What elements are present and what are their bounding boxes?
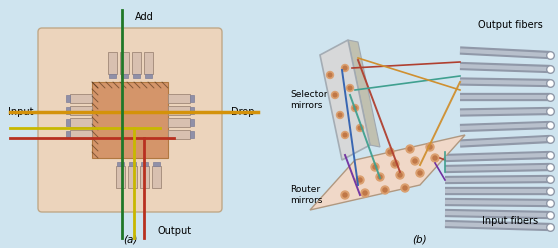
Bar	[70, 129, 92, 138]
Circle shape	[398, 173, 402, 177]
Circle shape	[386, 148, 394, 156]
Circle shape	[401, 184, 409, 192]
Circle shape	[341, 131, 349, 138]
Bar	[132, 52, 141, 74]
Bar	[141, 162, 147, 166]
Bar	[66, 94, 70, 101]
Bar	[66, 130, 70, 137]
Circle shape	[426, 143, 434, 151]
Circle shape	[363, 191, 367, 195]
Bar	[70, 105, 92, 115]
Bar	[92, 82, 168, 158]
Circle shape	[413, 159, 417, 163]
Circle shape	[431, 154, 439, 162]
Bar	[152, 166, 161, 188]
Circle shape	[411, 157, 419, 165]
Bar	[108, 52, 117, 74]
Polygon shape	[310, 135, 465, 210]
Bar	[66, 119, 70, 125]
Circle shape	[361, 189, 369, 197]
Bar	[190, 94, 194, 101]
Circle shape	[408, 147, 412, 151]
Circle shape	[336, 112, 344, 119]
Bar	[168, 129, 190, 138]
Circle shape	[343, 193, 347, 197]
Circle shape	[358, 126, 362, 130]
Text: Output fibers: Output fibers	[478, 20, 542, 30]
Circle shape	[328, 73, 332, 77]
Circle shape	[356, 176, 364, 184]
Bar	[190, 106, 194, 114]
Circle shape	[376, 173, 384, 181]
Text: (b): (b)	[413, 234, 427, 244]
Circle shape	[371, 163, 379, 171]
Bar	[190, 119, 194, 125]
Circle shape	[373, 165, 377, 169]
Text: Selector
mirrors: Selector mirrors	[290, 90, 328, 110]
Text: (a): (a)	[123, 234, 137, 244]
Bar	[121, 74, 127, 78]
FancyBboxPatch shape	[38, 28, 222, 212]
Circle shape	[396, 171, 404, 179]
Text: Add: Add	[134, 12, 153, 22]
Text: Output: Output	[158, 226, 192, 236]
Bar	[116, 166, 124, 188]
Polygon shape	[320, 40, 370, 160]
Circle shape	[378, 175, 382, 179]
Text: Router
mirrors: Router mirrors	[290, 185, 323, 205]
Bar	[143, 52, 152, 74]
Bar	[128, 162, 136, 166]
Bar	[140, 166, 148, 188]
Circle shape	[333, 93, 337, 97]
Bar	[108, 74, 116, 78]
Text: Input fibers: Input fibers	[482, 216, 538, 226]
Bar	[168, 105, 190, 115]
Circle shape	[403, 186, 407, 190]
Circle shape	[331, 92, 339, 98]
Circle shape	[326, 71, 334, 79]
Text: Drop: Drop	[232, 107, 255, 117]
Bar	[117, 162, 123, 166]
Circle shape	[418, 171, 422, 175]
Circle shape	[357, 124, 363, 131]
Bar	[145, 74, 152, 78]
Circle shape	[393, 162, 397, 166]
Bar	[190, 130, 194, 137]
Bar	[66, 106, 70, 114]
Bar	[168, 93, 190, 102]
Bar	[70, 118, 92, 126]
Bar	[132, 74, 140, 78]
Circle shape	[381, 186, 389, 194]
Bar	[119, 52, 128, 74]
Polygon shape	[348, 40, 380, 147]
Bar	[152, 162, 160, 166]
Circle shape	[391, 160, 399, 168]
Text: Input: Input	[8, 107, 33, 117]
Circle shape	[388, 150, 392, 154]
Circle shape	[353, 106, 357, 110]
Circle shape	[341, 191, 349, 199]
Circle shape	[343, 133, 347, 137]
Circle shape	[428, 145, 432, 149]
Circle shape	[416, 169, 424, 177]
Circle shape	[352, 104, 358, 112]
Circle shape	[348, 86, 352, 90]
Circle shape	[347, 85, 354, 92]
Circle shape	[406, 145, 414, 153]
Circle shape	[341, 64, 349, 71]
Circle shape	[433, 156, 437, 160]
Circle shape	[343, 66, 347, 70]
Circle shape	[338, 113, 342, 117]
Bar	[70, 93, 92, 102]
Bar	[168, 118, 190, 126]
Circle shape	[358, 178, 362, 182]
Circle shape	[383, 188, 387, 192]
Bar	[127, 166, 137, 188]
